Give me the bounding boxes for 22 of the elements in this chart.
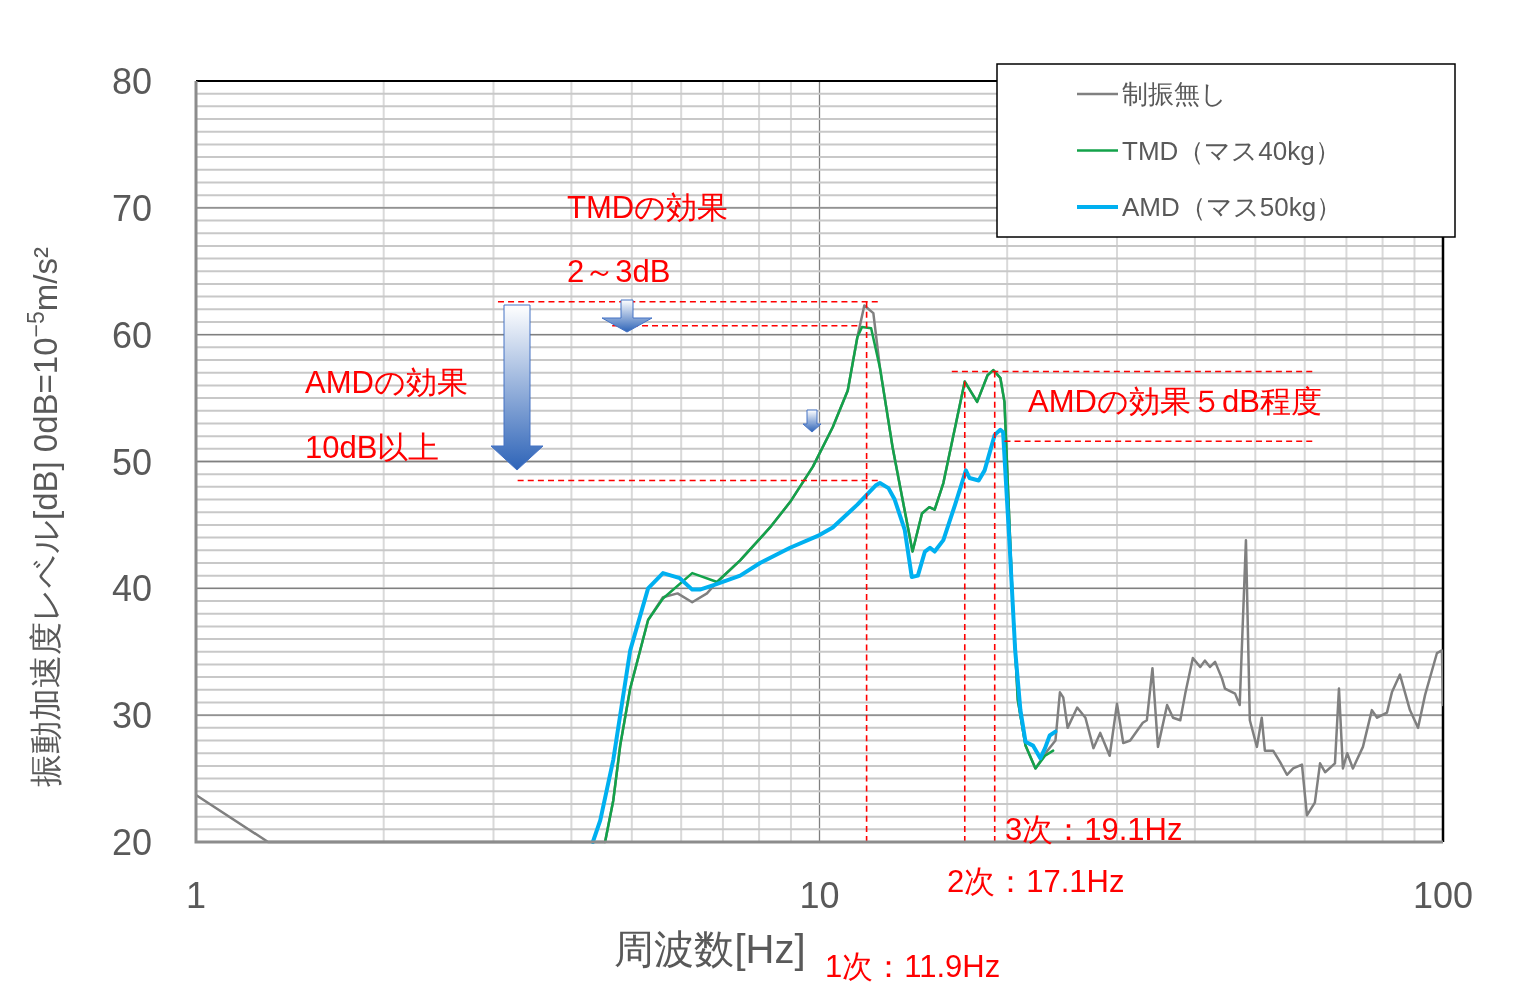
x-axis-title: 周波数[Hz] <box>614 927 806 971</box>
annotation: 2～3dB <box>567 254 671 289</box>
annotation: 10dB以上 <box>305 430 440 465</box>
annotation: AMDの効果５dB程度 <box>1028 384 1322 419</box>
text: 1次：11.9Hz <box>825 949 1001 984</box>
annotation: AMDの効果 <box>305 365 468 400</box>
y-tick-label: 70 <box>111 187 152 229</box>
legend-label: TMD（マス40kg） <box>1122 135 1341 166</box>
legend-label: AMD（マス50kg） <box>1122 192 1343 222</box>
x-tick-label: 1 <box>185 875 207 916</box>
x-tick-label: 10 <box>799 875 840 916</box>
annotation: TMDの効果 <box>567 190 729 225</box>
y-tick-label: 20 <box>111 822 152 863</box>
text: 2次：17.1Hz <box>947 864 1125 899</box>
y-tick-label: 80 <box>111 61 152 102</box>
y-tick-label: 60 <box>111 314 152 356</box>
legend-label: 制振無し <box>1122 79 1227 109</box>
y-tick-label: 30 <box>111 695 152 737</box>
y-tick-label: 50 <box>111 441 152 483</box>
x-tick-label: 100 <box>1412 875 1474 916</box>
y-tick-label: 40 <box>111 568 152 610</box>
annotation: 3次：19.1Hz <box>1005 812 1183 847</box>
